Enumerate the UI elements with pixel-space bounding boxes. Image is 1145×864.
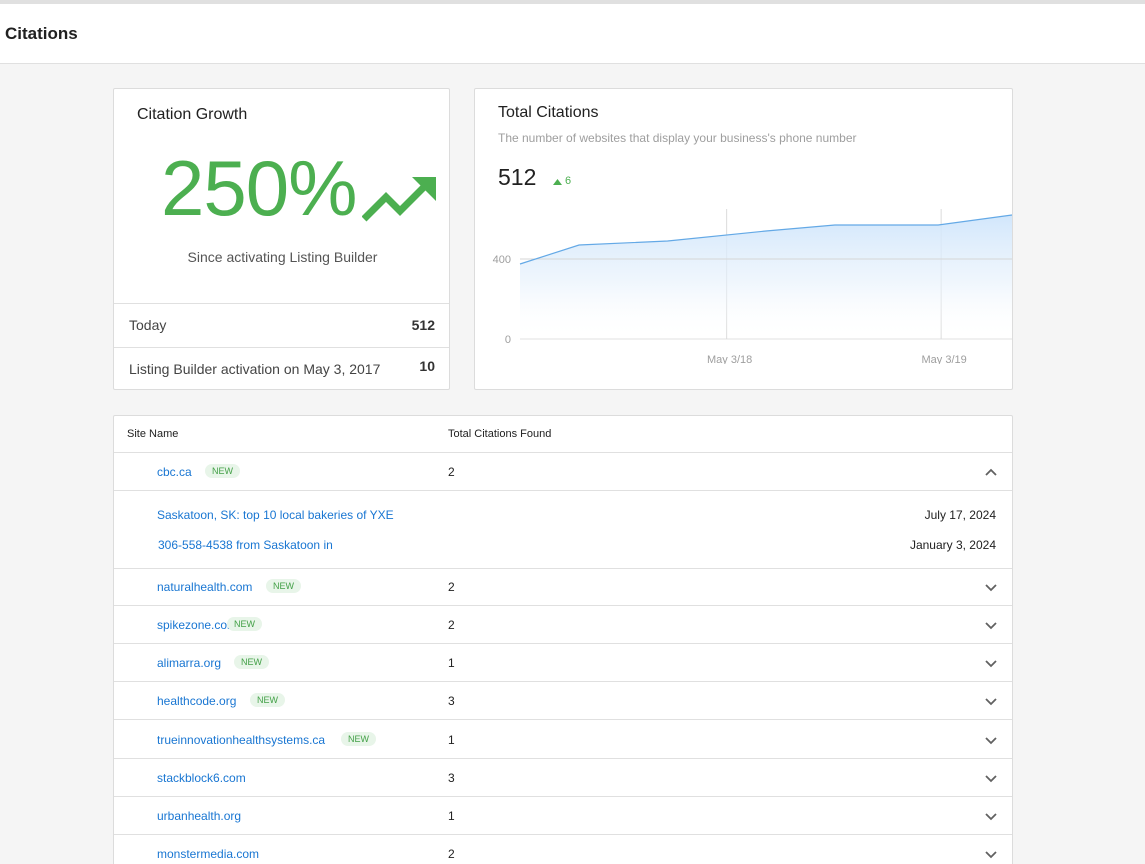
site-name-link[interactable]: trueinnovationhealthsystems.ca [157, 733, 326, 747]
new-badge: NEW [205, 464, 240, 478]
table-row[interactable]: alimarra.org NEW 1 [114, 644, 1012, 682]
chevron-up-icon[interactable] [984, 465, 998, 479]
citation-count: 3 [448, 694, 455, 708]
citation-date: July 17, 2024 [924, 508, 996, 522]
citation-count: 2 [448, 618, 455, 632]
chevron-down-icon[interactable] [984, 809, 998, 823]
table-row[interactable]: trueinnovationhealthsystems.ca NEW 1 [114, 721, 1012, 759]
site-name-link[interactable]: spikezone.com [157, 618, 238, 632]
citation-count: 1 [448, 656, 455, 670]
new-badge: NEW [227, 617, 262, 631]
citation-count: 2 [448, 465, 455, 479]
growth-percent: 250% [161, 144, 357, 232]
expanded-details: Saskatoon, SK: top 10 local bakeries of … [114, 491, 1012, 569]
site-name-link[interactable]: monstermedia.com [157, 847, 260, 861]
activation-label: Listing Builder activation on May 3, 201… [129, 361, 381, 377]
chevron-down-icon[interactable] [984, 847, 998, 861]
total-found-header: Total Citations Found [448, 428, 552, 440]
site-name-header: Site Name [127, 428, 179, 440]
growth-since-text: Since activating Listing Builder [187, 249, 378, 265]
new-badge: NEW [234, 655, 269, 669]
citation-link[interactable]: Saskatoon, SK: top 10 local bakeries of … [157, 508, 394, 522]
arrow-up-icon [553, 178, 562, 185]
citation-count: 1 [448, 733, 455, 747]
today-row: Today 512 [114, 303, 449, 346]
site-name-link[interactable]: alimarra.org [157, 656, 222, 670]
citation-count: 2 [448, 580, 455, 594]
citations-area-chart: 0 400 May 3/18 May 3/19 [493, 209, 1012, 364]
citations-table: Site Name Total Citations Found cbc.ca NE… [113, 415, 1013, 864]
total-citations-title: Total Citations [498, 104, 599, 121]
y-tick-label: 400 [493, 254, 511, 266]
chevron-down-icon[interactable] [984, 656, 998, 670]
top-bar: Citations [0, 0, 1145, 64]
table-row[interactable]: stackblock6.com 3 [114, 759, 1012, 797]
table-header: Site Name Total Citations Found [114, 416, 1012, 453]
table-row[interactable]: naturalhealth.com NEW 2 [114, 568, 1012, 606]
chart-area [520, 215, 1012, 339]
total-citations-delta: 6 [553, 175, 571, 187]
chart-series-line [519, 214, 1012, 265]
table-row[interactable]: urbanhealth.org 1 [114, 797, 1012, 835]
table-row[interactable]: healthcode.org NEW 3 [114, 682, 1012, 720]
chevron-down-icon[interactable] [984, 694, 998, 708]
table-row[interactable]: cbc.ca NEW 2 [114, 453, 1012, 491]
new-badge: NEW [266, 579, 301, 593]
total-citations-card: Total Citations The number of websites t… [474, 88, 1013, 390]
chevron-down-icon[interactable] [984, 580, 998, 594]
new-badge: NEW [341, 732, 376, 746]
activation-row: Listing Builder activation on May 3, 201… [114, 347, 449, 390]
site-name-link[interactable]: urbanhealth.org [157, 809, 242, 823]
citation-count: 2 [448, 847, 455, 861]
x-tick-label: May 3/19 [922, 354, 967, 364]
site-name-link[interactable]: cbc.ca [157, 465, 192, 479]
citation-growth-card: Citation Growth 250% Since activating Li… [113, 88, 450, 390]
today-label: Today [129, 317, 167, 333]
new-badge: NEW [250, 693, 285, 707]
total-citations-count: 512 [498, 164, 537, 190]
x-tick-label: May 3/18 [707, 354, 752, 364]
citation-count: 1 [448, 809, 455, 823]
page-title: Citations [5, 24, 78, 43]
trending-up-icon [362, 177, 436, 222]
activation-value: 10 [419, 358, 435, 374]
citation-date: January 3, 2024 [909, 538, 996, 552]
chevron-down-icon[interactable] [984, 618, 998, 632]
chevron-down-icon[interactable] [984, 771, 998, 785]
today-value: 512 [411, 317, 435, 333]
y-tick-label: 0 [505, 334, 511, 346]
citation-growth-title: Citation Growth [137, 106, 248, 123]
site-name-link[interactable]: healthcode.org [157, 694, 237, 708]
site-name-link[interactable]: stackblock6.com [157, 771, 246, 785]
citation-count: 3 [448, 771, 455, 785]
total-citations-subtitle: The number of websites that display your… [498, 131, 857, 145]
table-row[interactable]: spikezone.com NEW 2 [114, 606, 1012, 644]
chevron-down-icon[interactable] [984, 733, 998, 747]
citation-link[interactable]: 306-558-4538 from Saskatoon in [158, 538, 333, 552]
table-row[interactable]: monstermedia.com 2 [114, 835, 1012, 864]
delta-value: 6 [565, 175, 572, 187]
site-name-link[interactable]: naturalhealth.com [157, 580, 253, 594]
